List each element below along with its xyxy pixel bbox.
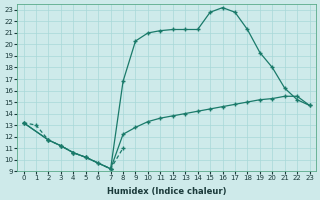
X-axis label: Humidex (Indice chaleur): Humidex (Indice chaleur)	[107, 187, 226, 196]
